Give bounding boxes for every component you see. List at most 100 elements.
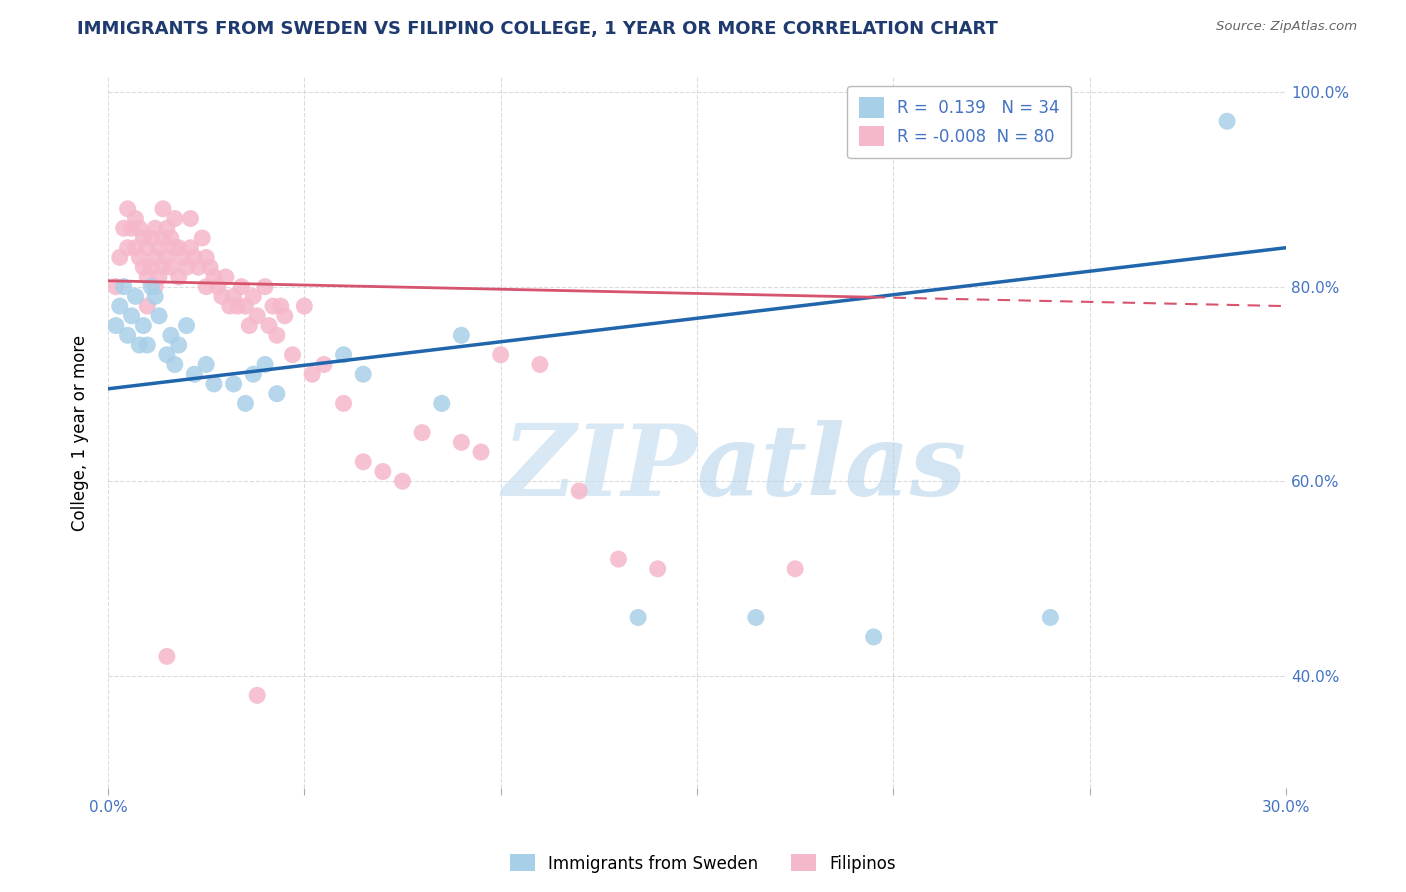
Point: [179, 211, 201, 226]
Point: [627, 610, 650, 624]
Point: [352, 455, 374, 469]
Point: [1216, 114, 1239, 128]
Point: [450, 435, 472, 450]
Legend: R =  0.139   N = 34, R = -0.008  N = 80: R = 0.139 N = 34, R = -0.008 N = 80: [848, 86, 1071, 158]
Point: [246, 689, 269, 703]
Point: [117, 202, 139, 216]
Point: [124, 241, 146, 255]
Point: [159, 260, 181, 275]
Point: [143, 289, 166, 303]
Point: [167, 241, 190, 255]
Point: [172, 251, 194, 265]
Point: [202, 376, 225, 391]
Point: [124, 211, 146, 226]
Point: [246, 309, 269, 323]
Point: [254, 358, 277, 372]
Point: [195, 358, 218, 372]
Point: [104, 318, 127, 333]
Point: [121, 309, 143, 323]
Point: [218, 299, 240, 313]
Point: [152, 202, 174, 216]
Point: [371, 465, 394, 479]
Point: [242, 289, 264, 303]
Point: [143, 251, 166, 265]
Point: [391, 475, 413, 489]
Point: [262, 299, 284, 313]
Point: [450, 328, 472, 343]
Point: [785, 562, 807, 576]
Point: [211, 289, 233, 303]
Point: [136, 269, 159, 284]
Point: [167, 338, 190, 352]
Legend: Immigrants from Sweden, Filipinos: Immigrants from Sweden, Filipinos: [503, 847, 903, 880]
Point: [108, 251, 131, 265]
Point: [148, 269, 170, 284]
Point: [647, 562, 669, 576]
Point: [132, 260, 155, 275]
Point: [470, 445, 492, 459]
Point: [136, 338, 159, 352]
Point: [568, 483, 591, 498]
Point: [183, 368, 205, 382]
Point: [121, 221, 143, 235]
Point: [159, 328, 181, 343]
Point: [191, 231, 214, 245]
Point: [281, 348, 304, 362]
Point: [112, 221, 135, 235]
Point: [163, 241, 186, 255]
Point: [266, 386, 288, 401]
Point: [176, 318, 198, 333]
Point: [529, 358, 551, 372]
Point: [148, 309, 170, 323]
Point: [332, 348, 354, 362]
Point: [332, 396, 354, 410]
Point: [108, 299, 131, 313]
Point: [195, 251, 218, 265]
Point: [128, 221, 150, 235]
Point: [117, 328, 139, 343]
Point: [176, 260, 198, 275]
Point: [489, 348, 512, 362]
Point: [222, 289, 245, 303]
Point: [167, 269, 190, 284]
Point: [270, 299, 292, 313]
Point: [198, 260, 221, 275]
Point: [301, 368, 323, 382]
Point: [143, 279, 166, 293]
Point: [117, 241, 139, 255]
Point: [235, 396, 257, 410]
Text: ZIP: ZIP: [502, 420, 697, 516]
Point: [136, 241, 159, 255]
Point: [152, 260, 174, 275]
Point: [215, 269, 238, 284]
Point: [195, 279, 218, 293]
Point: [207, 279, 229, 293]
Point: [156, 251, 179, 265]
Point: [202, 269, 225, 284]
Point: [1039, 610, 1062, 624]
Point: [141, 279, 163, 293]
Point: [607, 552, 630, 566]
Point: [411, 425, 433, 440]
Text: atlas: atlas: [697, 420, 967, 516]
Point: [163, 211, 186, 226]
Point: [156, 649, 179, 664]
Point: [128, 338, 150, 352]
Point: [231, 279, 253, 293]
Point: [862, 630, 884, 644]
Point: [163, 358, 186, 372]
Point: [257, 318, 280, 333]
Point: [141, 231, 163, 245]
Point: [238, 318, 260, 333]
Point: [128, 251, 150, 265]
Text: Source: ZipAtlas.com: Source: ZipAtlas.com: [1216, 20, 1357, 33]
Point: [745, 610, 768, 624]
Point: [226, 299, 249, 313]
Point: [222, 376, 245, 391]
Point: [132, 231, 155, 245]
Point: [352, 368, 374, 382]
Point: [292, 299, 315, 313]
Point: [136, 299, 159, 313]
Point: [187, 260, 209, 275]
Point: [156, 348, 179, 362]
